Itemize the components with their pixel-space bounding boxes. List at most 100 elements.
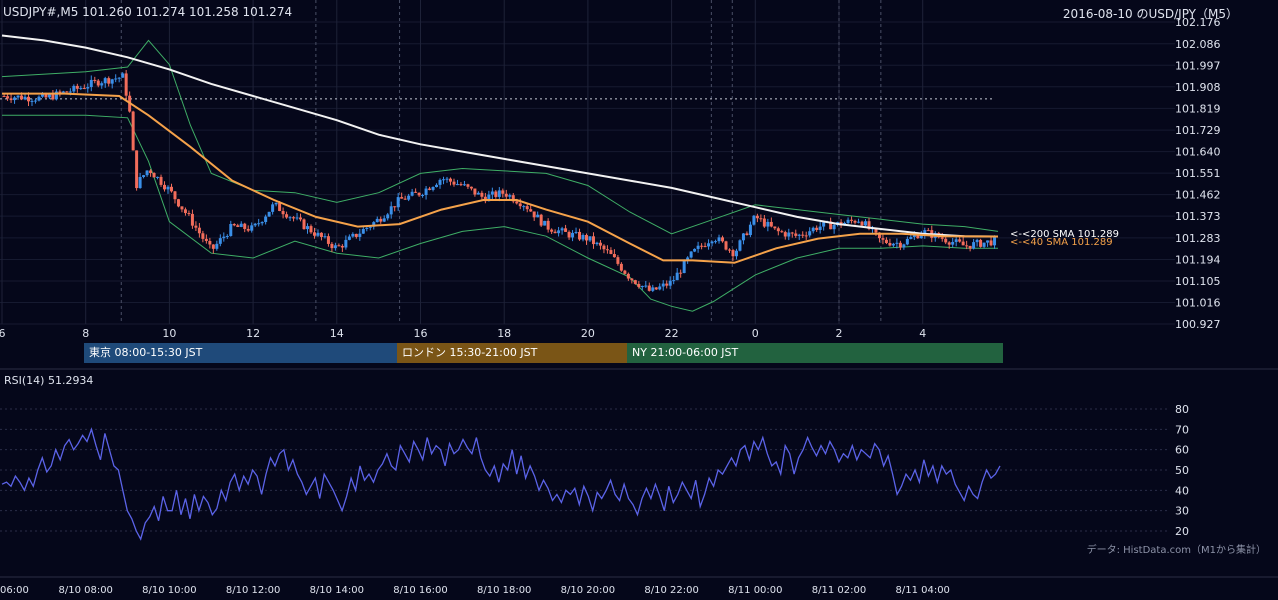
y-tick-label: 100.927 — [1175, 318, 1221, 331]
candle-body — [877, 232, 881, 239]
candle-body — [787, 232, 791, 237]
candle-body — [972, 242, 976, 249]
candle-body — [993, 237, 997, 246]
candle-body — [745, 233, 749, 236]
candle-body — [926, 230, 930, 232]
candle-body — [218, 238, 222, 244]
candle-body — [361, 228, 365, 234]
candle-body — [727, 249, 731, 251]
candle-body — [902, 244, 906, 248]
candle-body — [895, 242, 899, 244]
candle-body — [382, 218, 386, 222]
candle-body — [846, 219, 850, 223]
rsi-y-tick-label: 50 — [1175, 464, 1189, 477]
candle-body — [755, 215, 759, 219]
candle-body — [497, 190, 501, 197]
candle-body — [142, 175, 146, 178]
candle-body — [40, 94, 44, 97]
candle-body — [459, 184, 463, 186]
candle-body — [61, 91, 65, 93]
candle-body — [82, 87, 86, 89]
x-tick-label: 2 — [836, 327, 843, 340]
rsi-y-tick-label: 60 — [1175, 444, 1189, 457]
candle-body — [145, 170, 149, 176]
candle-body — [940, 237, 944, 239]
bottom-x-tick-label: 8/10 12:00 — [226, 585, 280, 596]
candle-body — [951, 241, 955, 245]
y-tick-label: 101.551 — [1175, 167, 1221, 180]
candle-body — [525, 206, 529, 210]
candle-body — [65, 91, 69, 93]
candle-body — [354, 233, 358, 237]
candle-body — [717, 237, 721, 242]
candle-body — [410, 191, 414, 196]
bottom-x-tick-label: 8/10 16:00 — [393, 585, 447, 596]
candle-body — [462, 184, 466, 186]
candle-body — [86, 87, 90, 89]
y-tick-label: 102.086 — [1175, 38, 1221, 51]
candle-body — [246, 228, 250, 231]
candle-body — [208, 240, 212, 245]
rsi-y-tick-label: 20 — [1175, 525, 1189, 538]
candle-body — [393, 206, 397, 208]
session-london: ロンドン 15:30-21:00 JST — [397, 343, 627, 363]
candle-body — [309, 226, 313, 233]
candle-body — [741, 233, 745, 241]
candle-body — [637, 283, 641, 288]
candle-body — [480, 192, 484, 197]
candle-body — [700, 245, 704, 247]
candle-body — [630, 278, 634, 281]
x-tick-label: 12 — [246, 327, 260, 340]
candle-body — [640, 285, 644, 288]
candle-body — [612, 253, 616, 258]
bottom-x-tick-label: 8/10 18:00 — [477, 585, 531, 596]
candle-body — [675, 272, 679, 281]
y-tick-label: 101.462 — [1175, 189, 1221, 202]
candle-body — [326, 236, 330, 244]
candle-body — [919, 234, 923, 239]
data-credit: データ: HistData.com（M1から集計） — [1086, 545, 1266, 556]
x-tick-label: 4 — [919, 327, 926, 340]
candle-body — [762, 218, 766, 227]
candle-body — [515, 201, 519, 204]
candle-body — [469, 186, 473, 189]
candle-body — [571, 232, 575, 238]
candle-body — [278, 202, 282, 212]
y-tick-label: 101.640 — [1175, 146, 1221, 159]
candle-body — [602, 245, 606, 250]
bollinger-lower — [2, 114, 998, 312]
y-tick-label: 101.997 — [1175, 59, 1221, 72]
candle-body — [340, 245, 344, 248]
candle-body — [511, 195, 515, 202]
rsi-y-tick-label: 30 — [1175, 505, 1189, 518]
candle-body — [944, 238, 948, 243]
candle-body — [619, 263, 623, 271]
candle-body — [794, 233, 798, 236]
candle-body — [138, 177, 142, 189]
candle-body — [588, 236, 592, 241]
candle-body — [333, 245, 337, 249]
candle-body — [37, 96, 41, 101]
candle-body — [6, 96, 10, 99]
bottom-x-tick-label: 8/10 14:00 — [310, 585, 364, 596]
candle-body — [372, 222, 376, 227]
candle-body — [274, 202, 278, 205]
candle-body — [633, 280, 637, 284]
candle-body — [306, 226, 310, 230]
candle-body — [253, 223, 257, 226]
candle-body — [452, 181, 456, 185]
sma200-line — [1, 34, 999, 238]
candle-body — [888, 242, 892, 246]
candle-body — [797, 234, 801, 236]
candle-body — [965, 245, 969, 247]
candle-body — [229, 224, 233, 236]
candle-body — [176, 199, 180, 207]
bottom-x-tick-label: 06:00 — [0, 585, 29, 596]
candle-body — [829, 221, 833, 230]
candle-body — [616, 257, 620, 264]
candle-body — [546, 220, 550, 230]
candle-body — [738, 240, 742, 251]
candle-body — [647, 285, 651, 291]
candle-body — [323, 236, 327, 238]
candle-body — [445, 178, 449, 180]
